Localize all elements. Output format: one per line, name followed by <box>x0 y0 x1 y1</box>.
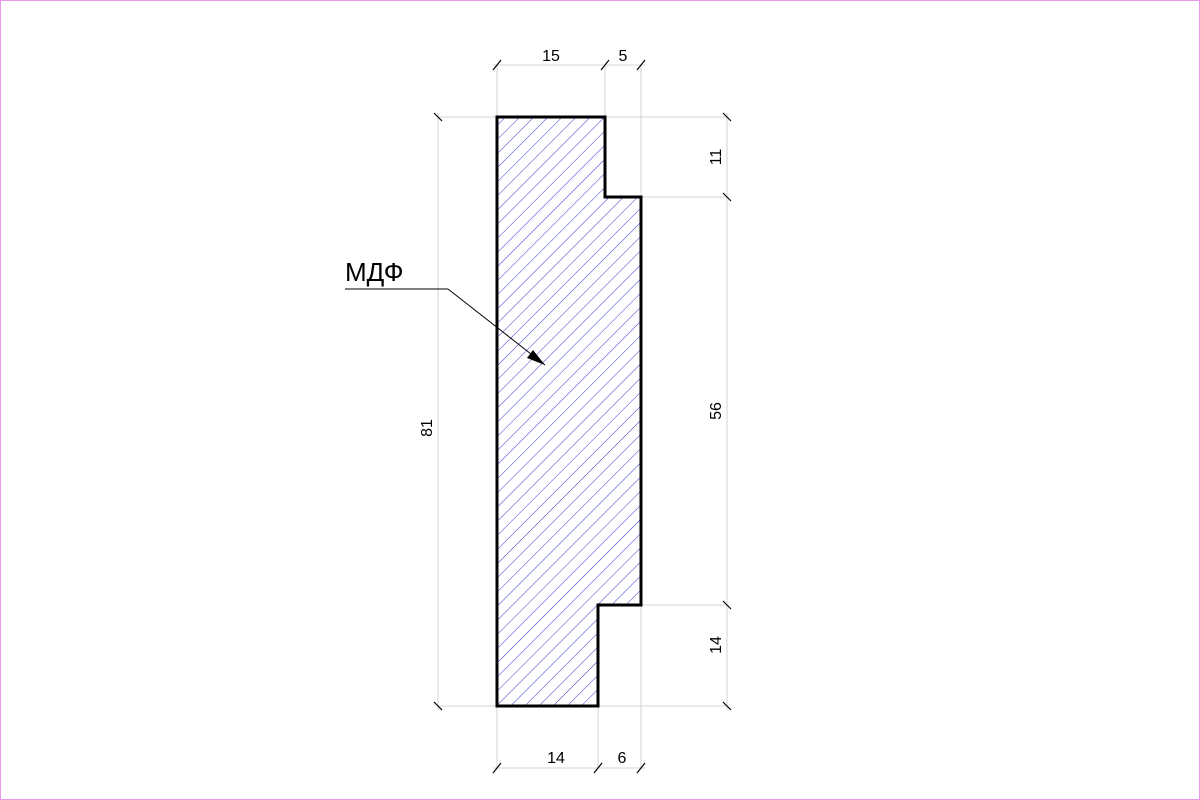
extension-lines <box>437 64 728 769</box>
mdf-profile-section <box>495 115 643 708</box>
dim-right-bottom: 14 <box>708 636 725 654</box>
dimension-ticks <box>433 59 732 774</box>
dim-right-middle: 56 <box>708 402 725 420</box>
dim-bottom-step: 6 <box>618 750 627 767</box>
material-label: МДФ <box>345 257 403 287</box>
dim-overall-height: 81 <box>419 419 436 437</box>
material-leader <box>345 288 546 366</box>
dim-top-step: 5 <box>619 48 628 65</box>
dim-top-main: 15 <box>542 48 560 65</box>
dim-bottom-main: 14 <box>547 750 565 767</box>
dim-right-top: 11 <box>708 149 725 166</box>
